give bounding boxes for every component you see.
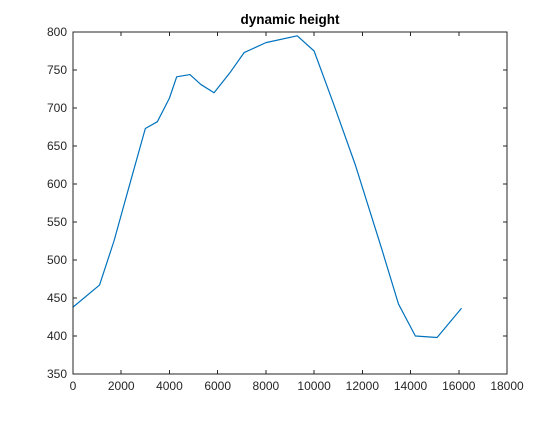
x-tick-label: 14000 (394, 379, 428, 393)
y-tick-label: 800 (47, 25, 67, 39)
y-tick-label: 350 (47, 367, 67, 381)
x-tick-label: 16000 (442, 379, 476, 393)
y-tick-label: 650 (47, 139, 67, 153)
y-axis: 350 400 450 500 550 600 650 700 750 800 (47, 25, 507, 381)
x-tick-label: 6000 (204, 379, 231, 393)
x-axis: 0 2000 4000 6000 8000 10000 12000 14000 16000 180… (70, 32, 524, 393)
x-tick-label: 4000 (156, 379, 183, 393)
axes-layer (72, 31, 508, 375)
x-tick-label: 10000 (297, 379, 331, 393)
chart-title: dynamic height (240, 12, 340, 27)
y-tick-label: 400 (47, 329, 67, 343)
x-tick-label: 2000 (108, 379, 135, 393)
axes-box (72, 31, 508, 375)
y-tick-label: 700 (47, 101, 67, 115)
series-layer (72, 35, 462, 339)
y-tick-label: 750 (47, 63, 67, 77)
plot-background (73, 32, 507, 374)
y-tick-label: 500 (47, 253, 67, 267)
x-tick-label: 12000 (346, 379, 380, 393)
x-tick-label: 0 (70, 379, 77, 393)
y-tick-label: 600 (47, 177, 67, 191)
series-line-1 (72, 35, 462, 339)
y-tick-label: 550 (47, 215, 67, 229)
y-tick-label: 450 (47, 291, 67, 305)
x-tick-label: 18000 (490, 379, 524, 393)
x-tick-label: 8000 (253, 379, 280, 393)
